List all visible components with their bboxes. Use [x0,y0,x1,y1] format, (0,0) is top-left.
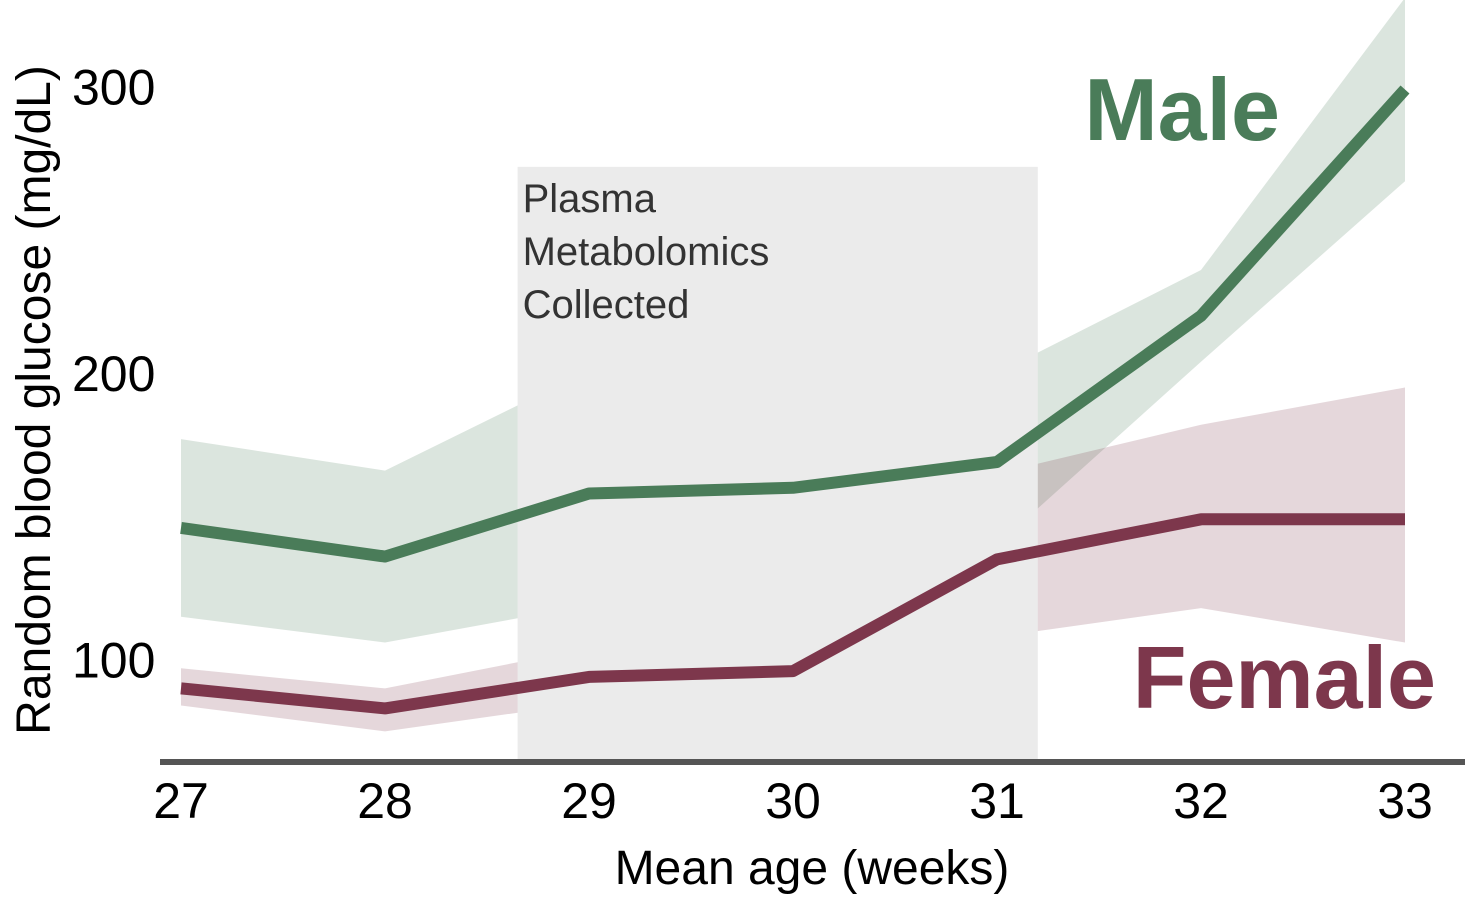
x-tick-29: 29 [561,773,617,829]
x-tick-28: 28 [357,773,413,829]
y-tick-200: 200 [72,346,155,402]
line-female [180,513,1405,715]
annotation-line-1: Metabolomics [523,230,770,274]
series-label-male: Male [1084,60,1280,159]
annotation-line-2: Collected [523,283,690,327]
x-axis-title: Mean age (weeks) [615,842,1010,895]
y-axis-title: Random blood glucose (mg/dL) [8,65,61,735]
series-label-female: Female [1133,628,1436,727]
band-female [181,387,1405,732]
y-tick-100: 100 [72,633,155,689]
x-tick-31: 31 [969,773,1025,829]
confidence-bands [181,0,1405,732]
line-male [180,85,1410,563]
x-tick-32: 32 [1173,773,1229,829]
tick-labels: 27 28 29 30 31 32 33 100 200 300 [72,60,1433,829]
annotation-text: Plasma Metabolomics Collected [523,177,770,327]
band-male [181,0,1405,643]
x-tick-30: 30 [765,773,821,829]
y-tick-300: 300 [72,60,155,116]
series-lines [180,85,1410,715]
x-tick-27: 27 [153,773,209,829]
annotation-line-0: Plasma [523,177,657,221]
series-labels: Male Female [1084,60,1436,727]
x-tick-33: 33 [1377,773,1433,829]
